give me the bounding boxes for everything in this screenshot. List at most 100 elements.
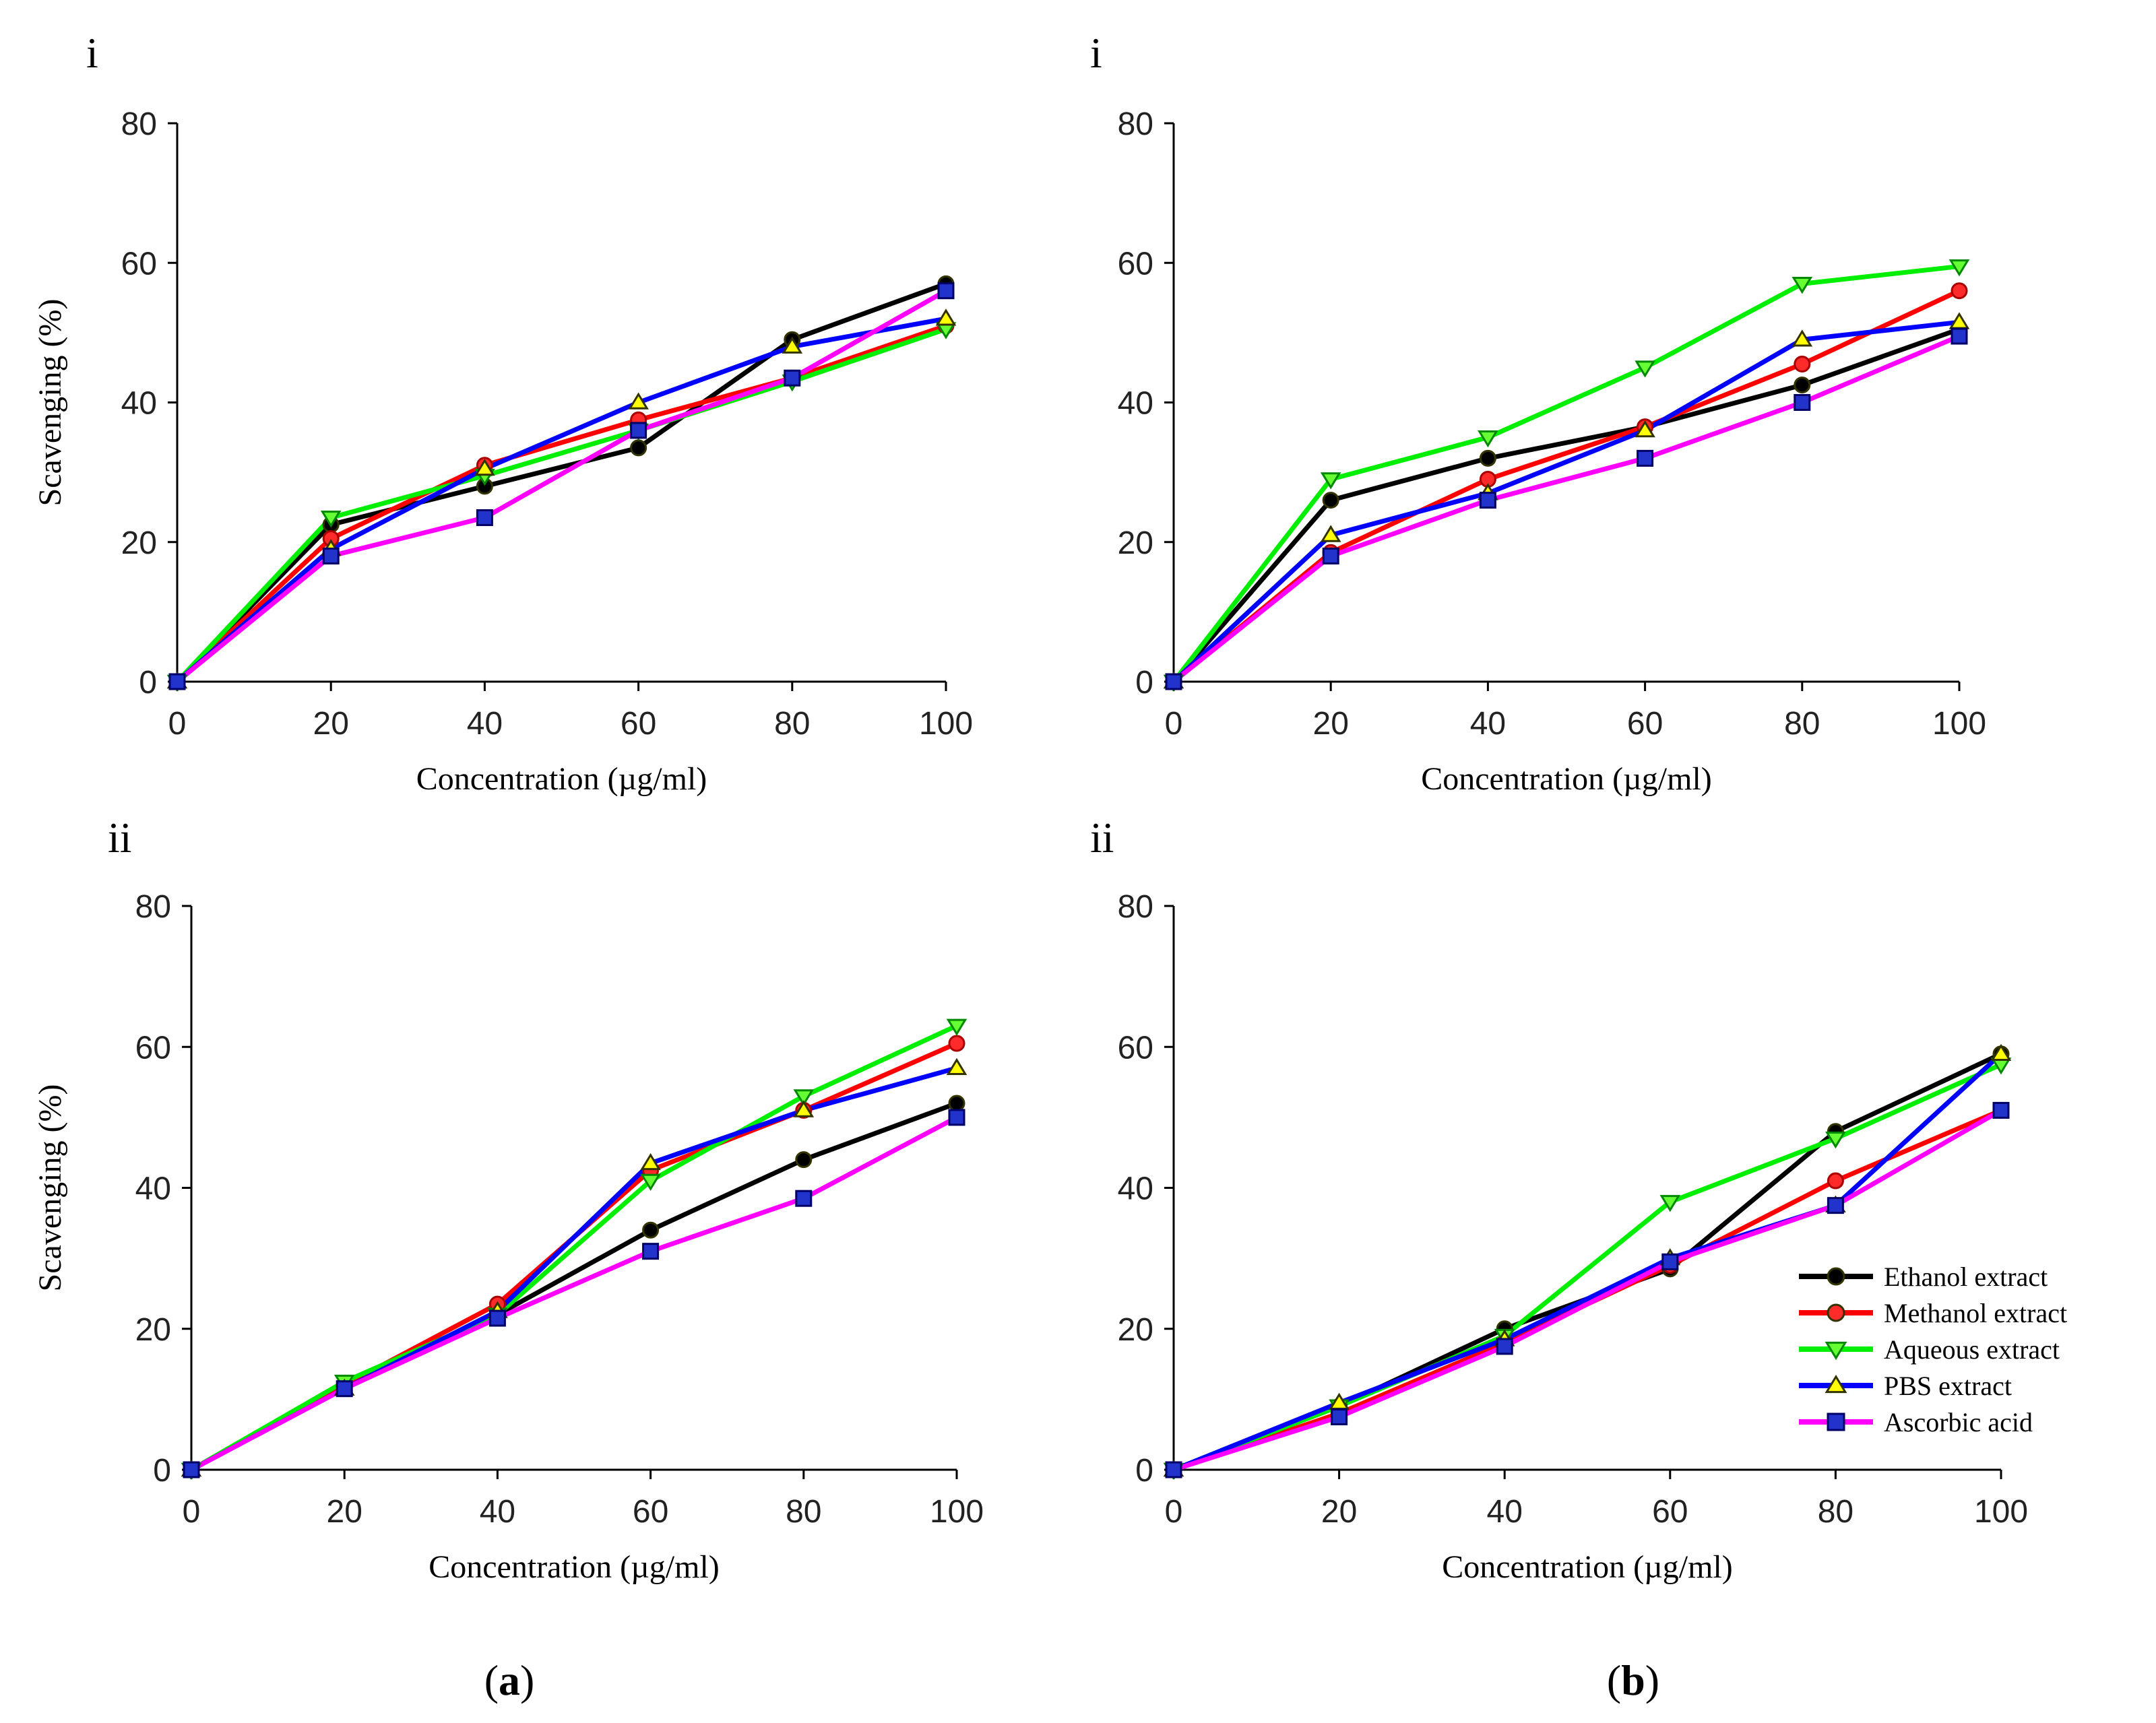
data-point-aqueous-extract xyxy=(1478,430,1498,448)
panel-label: ii xyxy=(108,814,132,862)
data-point-aqueous-extract xyxy=(1792,277,1813,294)
legend-label: Ethanol extract xyxy=(1884,1262,2048,1292)
data-point-ascorbic-acid xyxy=(795,1190,813,1207)
y-tick-label: 0 xyxy=(1135,1453,1153,1489)
legend-marker xyxy=(1825,1374,1847,1394)
legend-item-ascorbic-acid: Ascorbic acid xyxy=(1799,1407,2033,1437)
caption-b: (b) xyxy=(1607,1656,1659,1704)
x-tick-label: 40 xyxy=(1470,706,1506,742)
x-tick-label: 20 xyxy=(313,706,349,742)
legend-label: Ascorbic acid xyxy=(1884,1407,2033,1437)
x-tick-label: 100 xyxy=(930,1494,984,1530)
y-tick-label: 60 xyxy=(135,1030,171,1066)
data-point-aqueous-extract xyxy=(946,1018,968,1036)
data-point-aqueous-extract xyxy=(1825,1131,1846,1149)
series-line-methanol-extract xyxy=(175,323,949,684)
panel-label: i xyxy=(1090,29,1102,77)
data-point-pbs-extract xyxy=(782,336,803,354)
data-point-ascorbic-acid xyxy=(1322,547,1339,564)
y-tick-label: 40 xyxy=(1118,1171,1153,1207)
data-point-ethanol-extract xyxy=(948,1095,965,1112)
caption-a-letter: a xyxy=(499,1656,520,1704)
data-point-aqueous-extract xyxy=(1320,472,1341,490)
data-point-pbs-extract xyxy=(946,1058,968,1075)
series-line-aqueous-extract xyxy=(175,327,949,684)
data-point-aqueous-extract xyxy=(640,1173,661,1192)
x-tick-label: 80 xyxy=(1818,1494,1853,1530)
panel-b-i: i 0 20 40 60 80 0 20 40 60 80 100 Concentration (µg/… xyxy=(1090,29,1986,797)
data-point-ascorbic-acid xyxy=(1661,1253,1679,1270)
series-line-aqueous-extract xyxy=(189,1023,959,1472)
y-tick-label: 80 xyxy=(135,889,171,925)
x-tick-label: 20 xyxy=(1313,706,1349,742)
panel-a-ii: ii 0 20 40 60 80 0 20 40 60 80 100 Concentration (µg… xyxy=(32,814,984,1585)
panel-b-ii: ii 0 20 40 60 80 0 20 40 60 80 100 Concentration (µg… xyxy=(1090,814,2028,1585)
data-point-pbs-extract xyxy=(640,1152,661,1171)
series-line-methanol-extract xyxy=(1171,1107,2004,1472)
data-point-ascorbic-acid xyxy=(1637,449,1654,467)
x-tick-label: 0 xyxy=(1165,706,1183,742)
x-axis-title: Concentration (µg/ml) xyxy=(429,1549,720,1585)
y-tick-label: 0 xyxy=(1135,665,1153,701)
y-tick-label: 60 xyxy=(121,246,157,282)
y-tick-label: 40 xyxy=(1118,386,1153,422)
x-tick-label: 60 xyxy=(621,706,656,742)
data-point-pbs-extract xyxy=(1320,525,1341,542)
data-point-ethanol-extract xyxy=(1794,377,1811,394)
data-point-ascorbic-acid xyxy=(322,547,340,564)
y-axis-title: Scavenging (%) xyxy=(32,1084,68,1292)
y-tick-label: 20 xyxy=(1118,525,1153,561)
y-tick-label: 0 xyxy=(139,665,157,701)
chart-panels: i 0 20 40 60 80 0 20 40 60 80 100 Concentration (µg/… xyxy=(32,29,2028,1585)
x-tick-label: 80 xyxy=(1784,706,1820,742)
legend-marker xyxy=(1827,1303,1845,1322)
legend-label: Methanol extract xyxy=(1884,1298,2067,1328)
data-point-pbs-extract xyxy=(1635,420,1655,438)
panel-a-i: i 0 20 40 60 80 0 20 40 60 80 100 Concentration (µg/… xyxy=(32,29,973,797)
legend-item-ethanol-extract: Ethanol extract xyxy=(1799,1262,2048,1292)
data-point-ascorbic-acid xyxy=(336,1380,353,1398)
data-point-aqueous-extract xyxy=(1948,259,1970,277)
legend-label: Aqueous extract xyxy=(1884,1334,2060,1365)
x-tick-label: 40 xyxy=(467,706,503,742)
legend-marker xyxy=(1825,1341,1847,1361)
y-tick-label: 60 xyxy=(1118,246,1153,282)
data-point-aqueous-extract xyxy=(1635,360,1655,378)
data-point-pbs-extract xyxy=(1990,1043,2012,1062)
x-tick-label: 100 xyxy=(1932,706,1986,742)
x-tick-label: 100 xyxy=(919,706,973,742)
y-tick-label: 80 xyxy=(121,106,157,142)
series-line-pbs-extract xyxy=(1171,319,1962,684)
data-point-ascorbic-acid xyxy=(1992,1101,2010,1119)
data-point-ascorbic-acid xyxy=(183,1461,200,1478)
x-tick-label: 20 xyxy=(327,1494,362,1530)
series-line-aqueous-extract xyxy=(1171,263,1962,684)
series-line-pbs-extract xyxy=(175,316,949,684)
legend-marker xyxy=(1827,1267,1845,1286)
y-tick-label: 60 xyxy=(1118,1030,1153,1066)
data-point-ascorbic-acid xyxy=(642,1243,660,1260)
x-tick-label: 20 xyxy=(1321,1494,1357,1530)
data-point-ascorbic-acid xyxy=(937,282,955,300)
legend-marker xyxy=(1827,1412,1845,1431)
y-tick-label: 20 xyxy=(135,1312,171,1348)
caption-a: (a) xyxy=(484,1656,535,1704)
y-tick-label: 40 xyxy=(121,386,157,422)
data-point-pbs-extract xyxy=(1792,329,1813,347)
x-tick-label: 80 xyxy=(774,706,810,742)
series-line-ethanol-extract xyxy=(1171,327,1962,684)
data-point-methanol-extract xyxy=(1827,1172,1844,1190)
x-axis-title: Concentration (µg/ml) xyxy=(1442,1549,1733,1585)
y-tick-label: 0 xyxy=(153,1453,171,1489)
data-point-ascorbic-acid xyxy=(1794,394,1811,411)
x-tick-label: 60 xyxy=(633,1494,668,1530)
data-point-ethanol-extract xyxy=(642,1221,660,1239)
x-tick-label: 40 xyxy=(480,1494,515,1530)
x-axis-title: Concentration (µg/ml) xyxy=(1421,761,1712,797)
legend-label: PBS extract xyxy=(1884,1371,2012,1401)
data-point-ethanol-extract xyxy=(630,439,647,457)
data-point-ascorbic-acid xyxy=(1496,1338,1513,1355)
panel-label: ii xyxy=(1090,814,1114,862)
data-point-ascorbic-acid xyxy=(1165,673,1182,690)
